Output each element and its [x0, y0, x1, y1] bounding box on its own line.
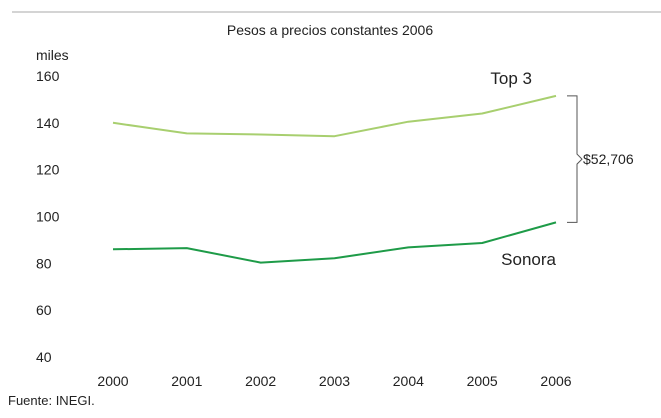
- y-tick-label: 80: [36, 255, 52, 271]
- x-tick-label: 2004: [393, 373, 424, 389]
- x-tick-label: 2002: [245, 373, 276, 389]
- series-lines: [112, 94, 557, 264]
- series-labels: Top 3 Sonora: [490, 69, 556, 269]
- series-line-sonora: [112, 221, 557, 264]
- x-tick-label: 2001: [171, 373, 202, 389]
- y-axis-label: miles: [36, 47, 69, 63]
- x-tick-label: 2000: [97, 373, 128, 389]
- x-tick-label: 2005: [467, 373, 498, 389]
- difference-bracket: [567, 95, 583, 223]
- series-label: Top 3: [490, 69, 532, 88]
- y-tick-labels: 40 60 80 100 120 140 160: [36, 68, 60, 365]
- x-tick-labels: 2000 2001 2002 2003 2004 2005 2006: [97, 373, 571, 389]
- difference-annotation: $52,706: [567, 95, 634, 223]
- y-tick-label: 140: [36, 115, 60, 131]
- chart-subtitle: Pesos a precios constantes 2006: [227, 22, 433, 38]
- source-note: Fuente: INEGI.: [8, 393, 95, 408]
- y-tick-label: 120: [36, 162, 60, 178]
- series-line-top-3: [112, 94, 557, 138]
- x-tick-label: 2003: [319, 373, 350, 389]
- x-tick-label: 2006: [540, 373, 571, 389]
- y-tick-label: 160: [36, 68, 60, 84]
- y-tick-label: 40: [36, 349, 52, 365]
- series-label: Sonora: [501, 250, 556, 269]
- y-tick-label: 60: [36, 302, 52, 318]
- difference-label: $52,706: [583, 151, 634, 167]
- y-tick-label: 100: [36, 209, 60, 225]
